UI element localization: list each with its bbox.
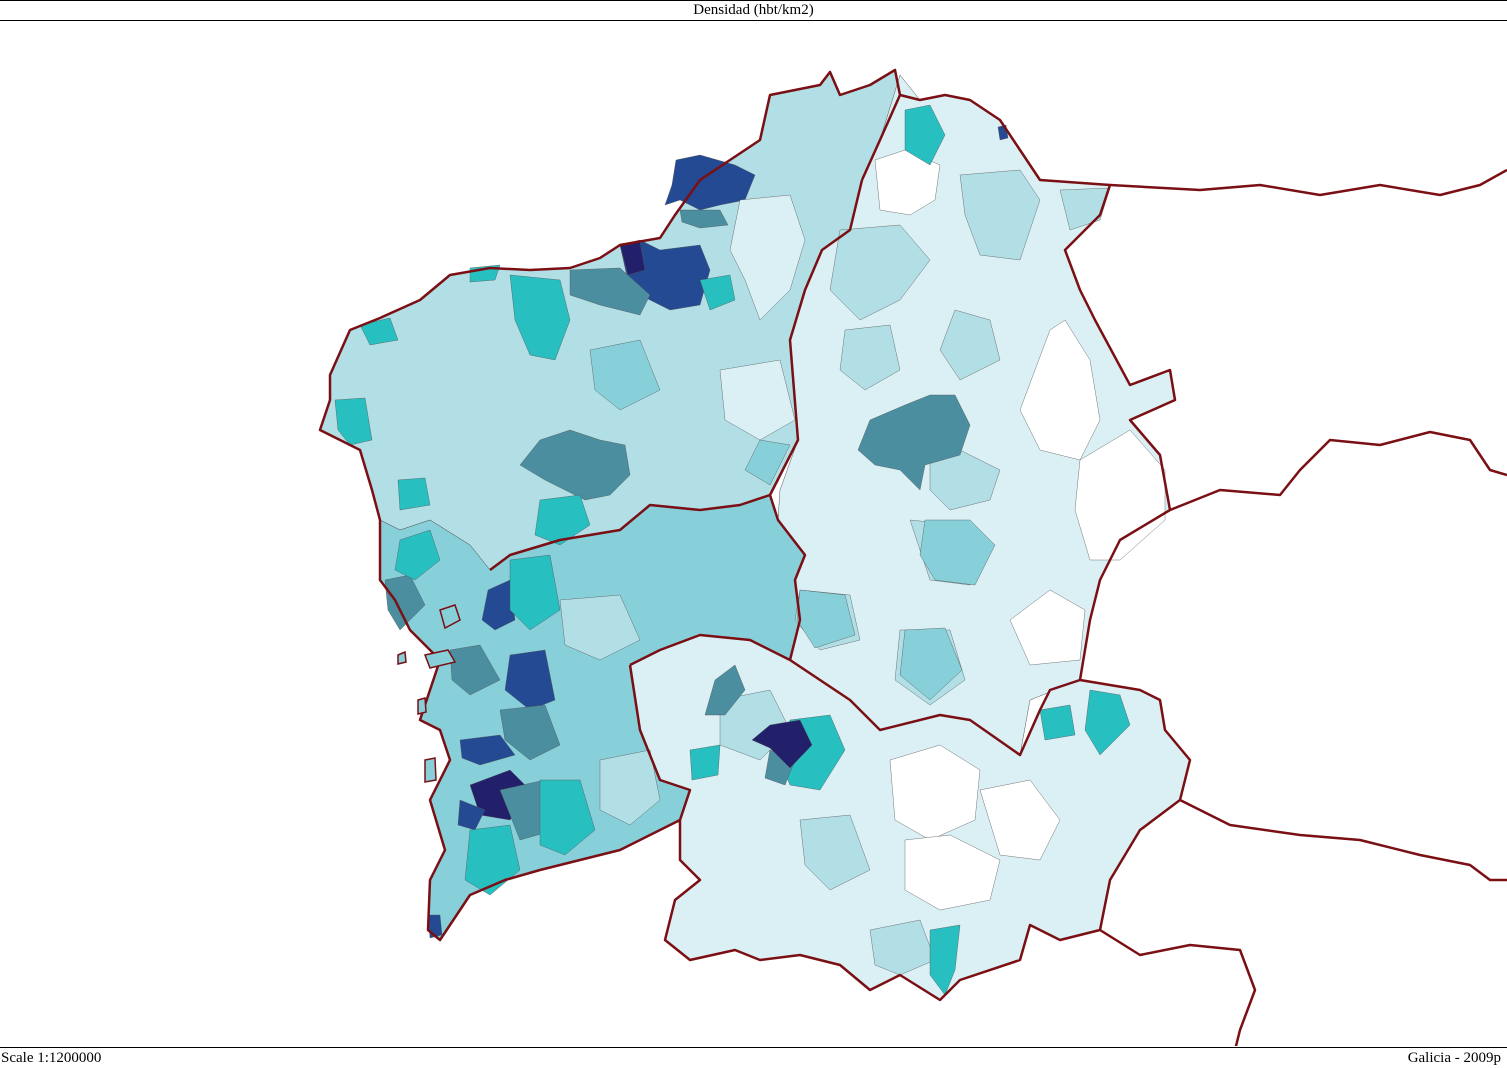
map-canvas[interactable] [0, 22, 1507, 1046]
map-footer: Scale 1:1200000 Galicia - 2009p [0, 1047, 1507, 1068]
map-caption: Galicia - 2009p [1407, 1050, 1501, 1066]
province-boundaries [318, 68, 1507, 1046]
choropleth-map [318, 68, 1507, 1046]
scale-label: Scale 1:1200000 [1, 1050, 102, 1066]
map-title-bar: Densidad (hbt/km2) [0, 0, 1507, 21]
islands [397, 604, 461, 783]
map-title: Densidad (hbt/km2) [693, 2, 814, 18]
